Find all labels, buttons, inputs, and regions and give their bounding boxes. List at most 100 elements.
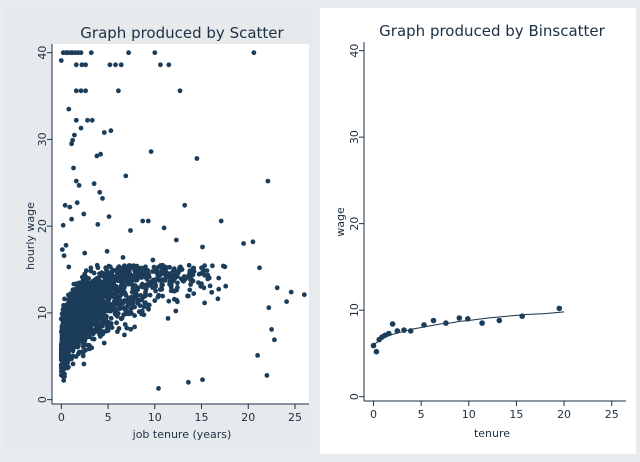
scatter-point (81, 211, 87, 217)
scatter-point (250, 239, 256, 245)
scatter-point (79, 62, 85, 68)
scatter-point (196, 271, 202, 277)
scatter-point (125, 271, 130, 277)
scatter-point (150, 269, 155, 274)
scatter-point (160, 293, 166, 299)
binscatter-point (370, 342, 377, 349)
scatter-chart: Graph produced by Scatter hourly wage jo… (24, 24, 309, 441)
scatter-point (177, 88, 183, 94)
scatter-point (156, 292, 162, 298)
scatter-point (96, 295, 102, 301)
scatter-point (101, 340, 107, 346)
binscatter-panel: Graph produced by Binscatter wage tenure… (320, 8, 636, 454)
scatter-point (139, 270, 145, 276)
scatter-point (100, 320, 105, 325)
scatter-point (97, 273, 103, 279)
scatter-point (153, 288, 159, 294)
scatter-xlabel: job tenure (years) (132, 428, 232, 441)
scatter-point (60, 222, 66, 228)
scatter-point (72, 299, 77, 305)
scatter-point (200, 377, 205, 383)
scatter-point (87, 326, 93, 332)
scatter-point (83, 296, 88, 302)
scatter-point (167, 281, 173, 287)
scatter-point (191, 268, 197, 274)
scatter-point (130, 298, 136, 303)
scatter-point (94, 262, 100, 268)
scatter-point (101, 274, 107, 280)
scatter-point (109, 276, 115, 282)
scatter-point (88, 268, 94, 274)
scatter-point (132, 270, 138, 275)
binscatter-xlabel: tenure (474, 427, 510, 440)
binscatter-x-tick-label: 25 (605, 408, 619, 421)
scatter-point (118, 62, 124, 68)
scatter-point (98, 151, 103, 157)
binscatter-point (443, 320, 449, 326)
scatter-point (62, 356, 68, 362)
scatter-point (156, 386, 161, 391)
scatter-point (175, 280, 180, 286)
scatter-point (144, 271, 150, 277)
scatter-point (83, 268, 89, 274)
scatter-point (85, 342, 91, 348)
scatter-point (135, 287, 141, 292)
scatter-point (158, 62, 163, 68)
scatter-point (128, 263, 134, 269)
scatter-point (78, 88, 84, 94)
scatter-point (210, 263, 215, 269)
scatter-point (104, 248, 110, 254)
binscatter-plot-region (364, 42, 626, 401)
scatter-point (122, 332, 127, 338)
scatter-point (98, 316, 104, 322)
scatter-point (153, 277, 159, 282)
scatter-point (108, 315, 114, 321)
binscatter-point (421, 322, 427, 328)
scatter-point (163, 264, 169, 270)
scatter-point (186, 379, 191, 385)
scatter-point (91, 336, 97, 342)
scatter-point (148, 149, 154, 155)
scatter-point (116, 88, 121, 94)
scatter-y-tick-label: 40 (36, 46, 49, 60)
scatter-point (204, 268, 210, 273)
scatter-point (126, 50, 131, 56)
scatter-point (104, 322, 110, 328)
scatter-point (64, 307, 70, 313)
scatter-point (117, 300, 123, 306)
scatter-point (91, 181, 97, 187)
binscatter-y-tick-label: 40 (348, 44, 361, 58)
scatter-point (186, 262, 192, 268)
scatter-point (165, 316, 171, 321)
scatter-point (185, 293, 190, 299)
scatter-point (182, 202, 188, 208)
scatter-point (73, 88, 79, 94)
scatter-y-tick-label: 10 (36, 306, 49, 320)
scatter-plot-region (52, 44, 309, 404)
scatter-point (83, 62, 88, 68)
scatter-point (269, 327, 274, 332)
scatter-point (154, 266, 160, 271)
scatter-point (64, 339, 70, 344)
scatter-x-tick-label: 5 (105, 411, 112, 424)
scatter-point (94, 328, 99, 334)
scatter-point (113, 62, 118, 68)
scatter-point (101, 294, 106, 300)
scatter-point (127, 295, 133, 301)
scatter-point (139, 297, 145, 303)
scatter-point (131, 290, 137, 296)
scatter-point (100, 331, 105, 337)
scatter-point (101, 130, 107, 135)
scatter-point (122, 298, 127, 303)
scatter-y-tick-label: 0 (36, 396, 49, 403)
scatter-point (157, 270, 163, 276)
scatter-title: Graph produced by Scatter (80, 24, 284, 42)
binscatter-y-tick-label: 30 (348, 130, 361, 144)
scatter-point (122, 307, 128, 313)
scatter-point (108, 128, 114, 134)
scatter-point (159, 283, 165, 289)
scatter-point (79, 299, 84, 305)
scatter-point (62, 323, 67, 328)
binscatter-x-tick-label: 15 (509, 408, 523, 421)
binscatter-chart: Graph produced by Binscatter wage tenure… (334, 22, 626, 440)
